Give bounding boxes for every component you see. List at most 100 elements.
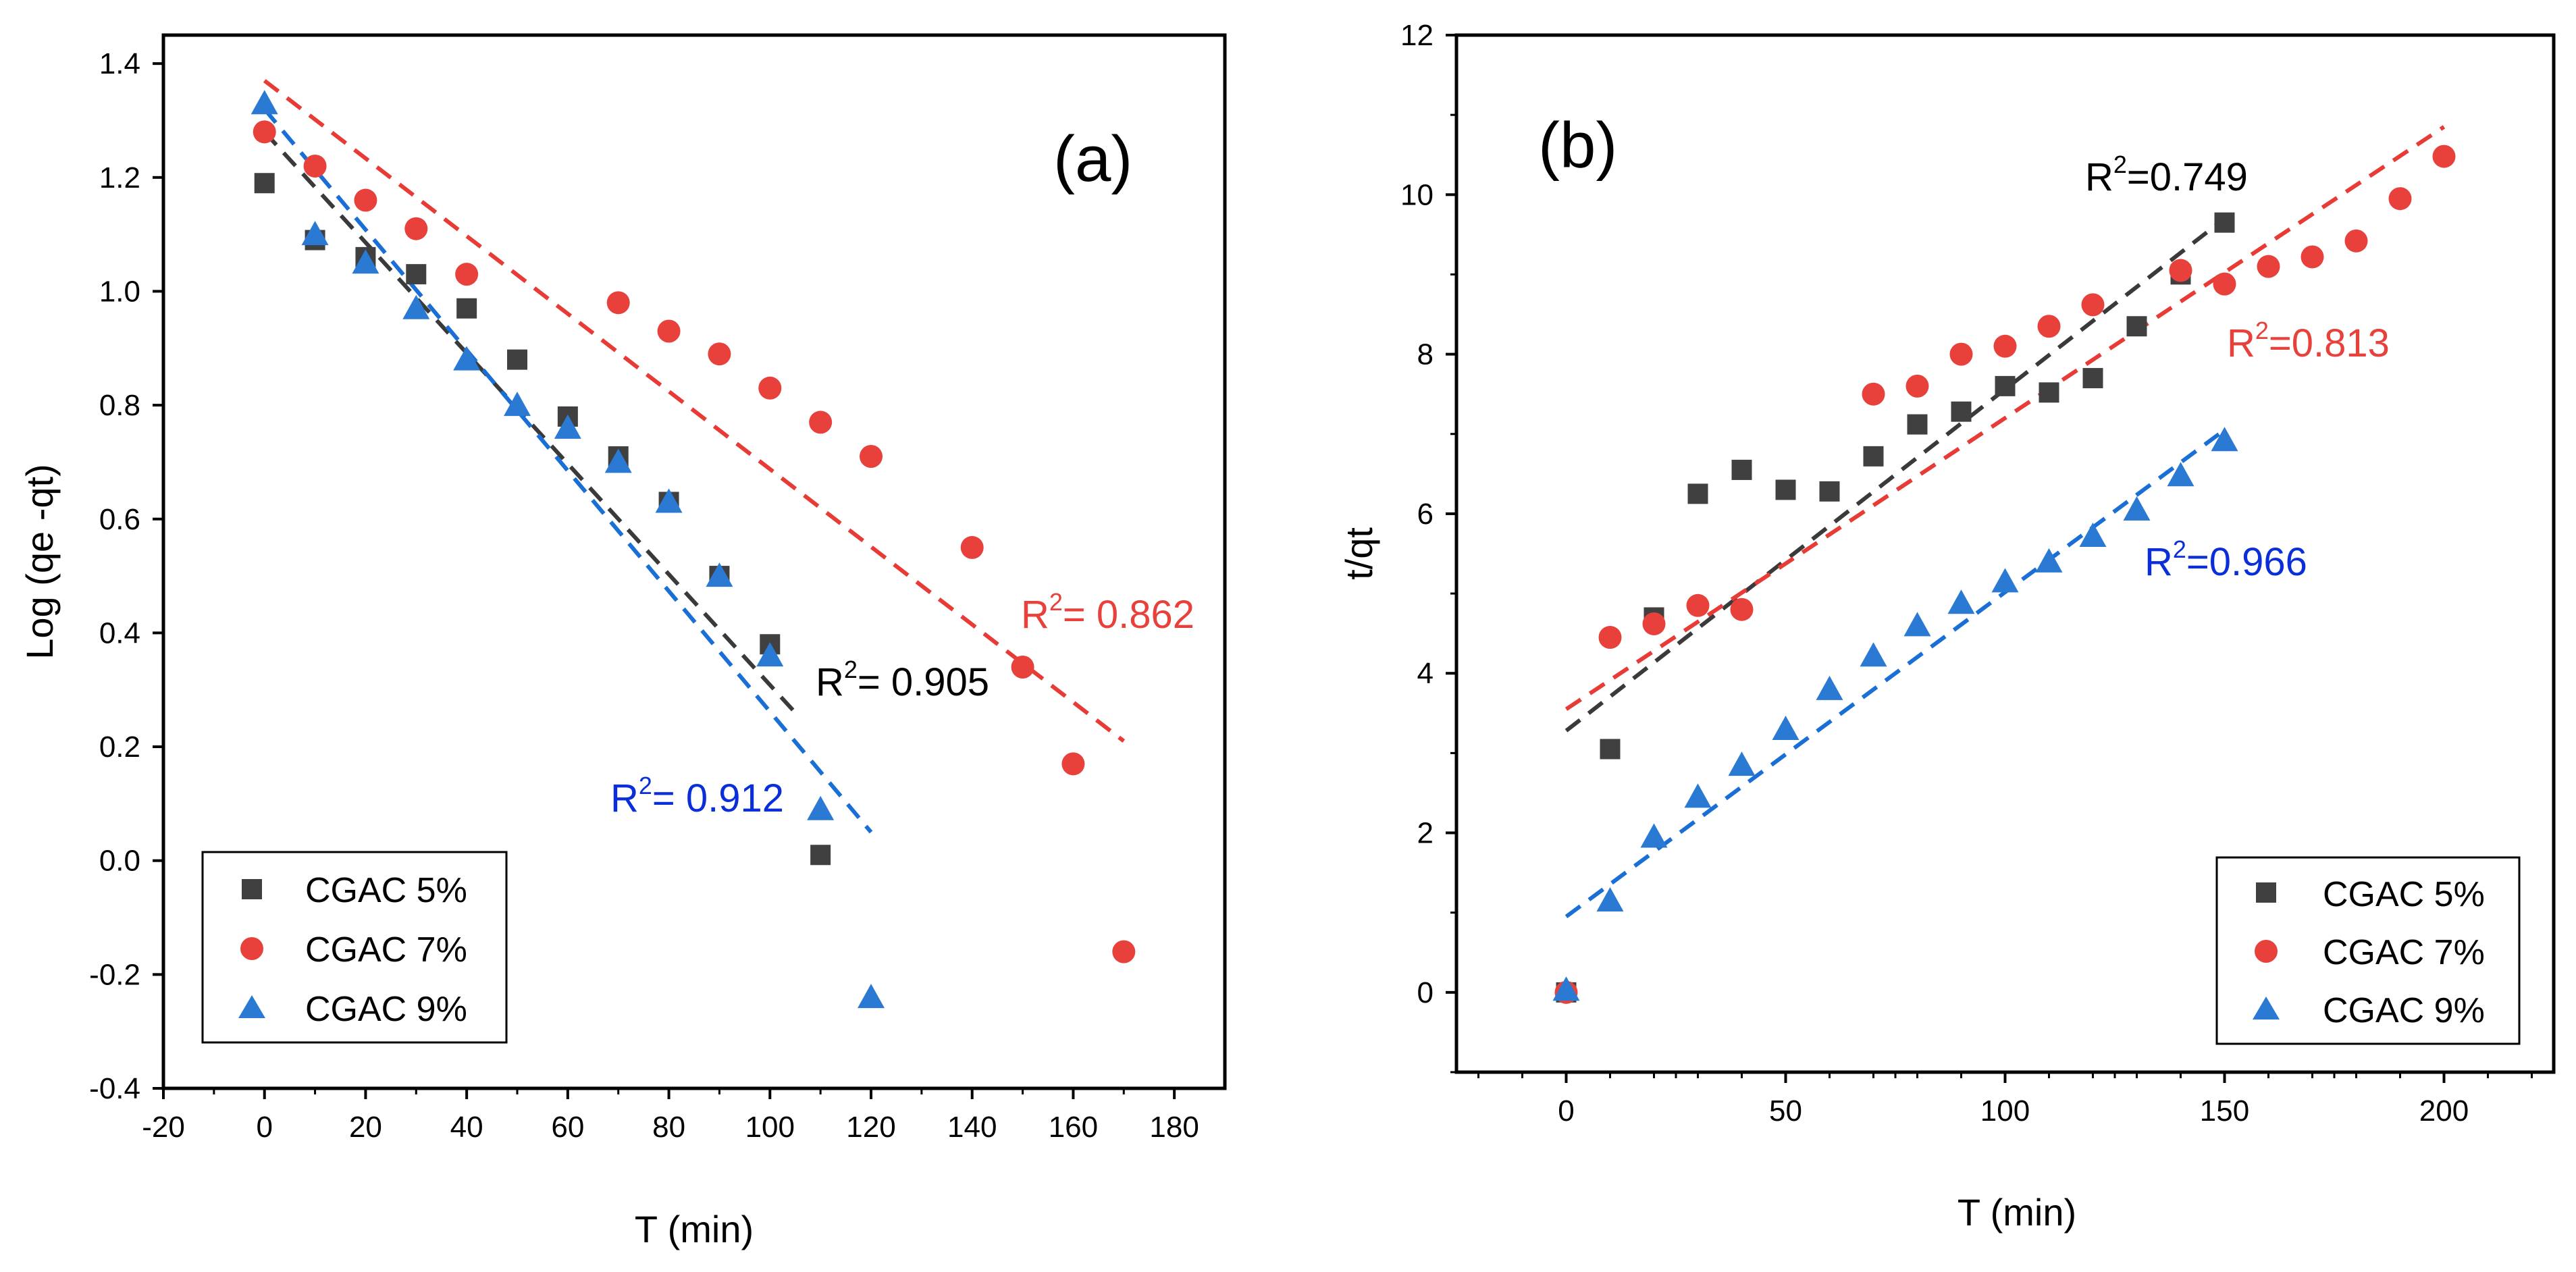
point-a-cgac-7	[303, 154, 327, 178]
y-tick-label-b: 8	[1417, 338, 1434, 371]
r2-annotation-b-cgac9: R2=0.966	[2145, 535, 2307, 584]
r2-annotation-b-cgac5: R2=0.749	[2085, 151, 2248, 199]
point-a-cgac-5	[456, 298, 477, 319]
point-b-cgac-9	[2167, 462, 2194, 487]
x-tick-label-a: 100	[745, 1111, 795, 1144]
point-a-cgac-9	[858, 984, 885, 1009]
fit-line-a-cgac-7	[263, 79, 1126, 743]
point-b-cgac-9	[1772, 715, 1799, 740]
legend-marker-b-cgac7	[2255, 940, 2278, 963]
x-tick-label-b: 0	[1558, 1094, 1574, 1128]
r2-annotation-a-cgac5: R2= 0.905	[816, 656, 989, 704]
point-b-cgac-7	[1862, 382, 1885, 406]
y-tick-label-a: 0.6	[99, 503, 140, 536]
data-points-a	[251, 90, 1136, 1009]
point-b-cgac-9	[1728, 751, 1756, 776]
point-b-cgac-9	[1947, 589, 1975, 614]
point-b-cgac-7	[1949, 342, 1973, 366]
point-b-cgac-5	[1951, 401, 1972, 422]
y-tick-label-a: 0.0	[99, 845, 140, 878]
point-a-cgac-9	[604, 448, 632, 473]
point-a-cgac-7	[455, 263, 479, 286]
legend-marker-b-cgac9	[2253, 997, 2280, 1019]
y-tick-label-a: 1.2	[99, 161, 140, 194]
point-b-cgac-7	[2081, 293, 2105, 317]
point-b-cgac-9	[1552, 976, 1580, 1001]
legend-label-a-cgac9: CGAC 9%	[305, 990, 467, 1029]
y-tick-label-a: 1.4	[99, 47, 140, 80]
point-a-cgac-9	[402, 294, 430, 319]
r2-annotation-b-cgac7: R2=0.813	[2227, 317, 2390, 365]
point-b-cgac-7	[2388, 187, 2412, 211]
point-b-cgac-9	[2123, 496, 2151, 521]
legend-marker-a-cgac7	[240, 937, 263, 960]
y-tick-label-b: 10	[1400, 178, 1434, 211]
r2-annotation-a-cgac7: R2= 0.862	[1021, 588, 1194, 637]
point-b-cgac-5	[1775, 479, 1796, 500]
point-b-cgac-7	[2301, 245, 2324, 269]
chart-panel-a: -20 0 20 40 60 80 100 120 140 160 180 -0.4 -0.2 0.0 0.…	[18, 33, 1227, 1250]
point-b-cgac-5	[2082, 368, 2103, 389]
point-a-cgac-7	[1061, 752, 1085, 776]
point-a-cgac-7	[1011, 656, 1034, 679]
point-a-cgac-9	[756, 642, 784, 667]
point-a-cgac-7	[404, 217, 428, 240]
legend-marker-a-cgac5	[242, 879, 262, 899]
panel-label-b: (b)	[1538, 109, 1617, 182]
point-a-cgac-7	[960, 535, 984, 559]
r2-annotation-a-cgac9: R2= 0.912	[610, 772, 784, 820]
y-tick-label-a: -0.2	[89, 958, 140, 991]
point-a-cgac-7	[657, 319, 681, 343]
point-a-cgac-9	[807, 795, 835, 820]
point-b-cgac-5	[1731, 459, 1752, 480]
point-a-cgac-7	[606, 291, 630, 315]
legend-label-a-cgac7: CGAC 7%	[305, 930, 467, 970]
point-b-cgac-7	[1905, 374, 1929, 398]
point-b-cgac-9	[2079, 523, 2107, 548]
y-tick-label-b: 4	[1417, 657, 1434, 690]
axis-ticks-b: 0 50 100 150 200 0 2 4 6 8 10 12	[1400, 19, 2533, 1128]
point-b-cgac-9	[2035, 548, 2063, 573]
x-tick-label-a: 140	[947, 1111, 997, 1144]
x-axis-label-b: T (min)	[1957, 1191, 2076, 1234]
fit-line-b-cgac-9	[1565, 428, 2226, 919]
fit-lines-b	[1565, 125, 2446, 919]
point-a-cgac-9	[554, 414, 581, 439]
point-b-cgac-7	[2432, 144, 2456, 168]
point-b-cgac-7	[1598, 626, 1622, 650]
point-b-cgac-7	[1993, 334, 2017, 358]
point-b-cgac-5	[2126, 316, 2147, 337]
point-a-cgac-7	[758, 376, 782, 400]
point-b-cgac-9	[1991, 568, 2019, 593]
point-b-cgac-9	[1816, 675, 1843, 700]
point-b-cgac-5	[1819, 481, 1840, 502]
legend-label-a-cgac5: CGAC 5%	[305, 871, 467, 910]
legend-label-b-cgac9: CGAC 9%	[2323, 991, 2485, 1030]
chart-panel-b: 0 50 100 150 200 0 2 4 6 8 10 12 (b) T (min) t/qt R…	[1338, 19, 2556, 1234]
y-tick-label-a: 0.2	[99, 731, 140, 764]
x-tick-label-a: 160	[1049, 1111, 1098, 1144]
point-b-cgac-7	[1642, 612, 1666, 635]
legend-label-b-cgac7: CGAC 7%	[2323, 933, 2485, 972]
point-b-cgac-7	[2037, 315, 2061, 338]
y-tick-label-a: 0.4	[99, 616, 140, 650]
y-tick-label-b: 0	[1417, 976, 1434, 1009]
point-b-cgac-7	[2257, 255, 2280, 278]
y-tick-label-a: -0.4	[89, 1072, 140, 1105]
point-b-cgac-7	[2213, 272, 2236, 296]
point-b-cgac-5	[2214, 212, 2235, 233]
x-axis-label-a: T (min)	[635, 1208, 754, 1250]
y-tick-label-b: 12	[1400, 19, 1434, 52]
y-tick-label-b: 6	[1417, 498, 1434, 531]
point-a-cgac-9	[301, 221, 329, 246]
point-b-cgac-5	[1600, 739, 1621, 760]
x-tick-label-a: 60	[551, 1111, 584, 1144]
point-b-cgac-9	[2211, 427, 2238, 452]
point-a-cgac-7	[354, 188, 377, 212]
fit-line-a-cgac-5	[263, 130, 797, 714]
fit-line-a-cgac-9	[263, 107, 873, 834]
point-a-cgac-9	[504, 392, 531, 417]
point-a-cgac-5	[254, 173, 275, 194]
x-tick-label-a: 180	[1149, 1111, 1199, 1144]
point-a-cgac-7	[809, 410, 833, 434]
